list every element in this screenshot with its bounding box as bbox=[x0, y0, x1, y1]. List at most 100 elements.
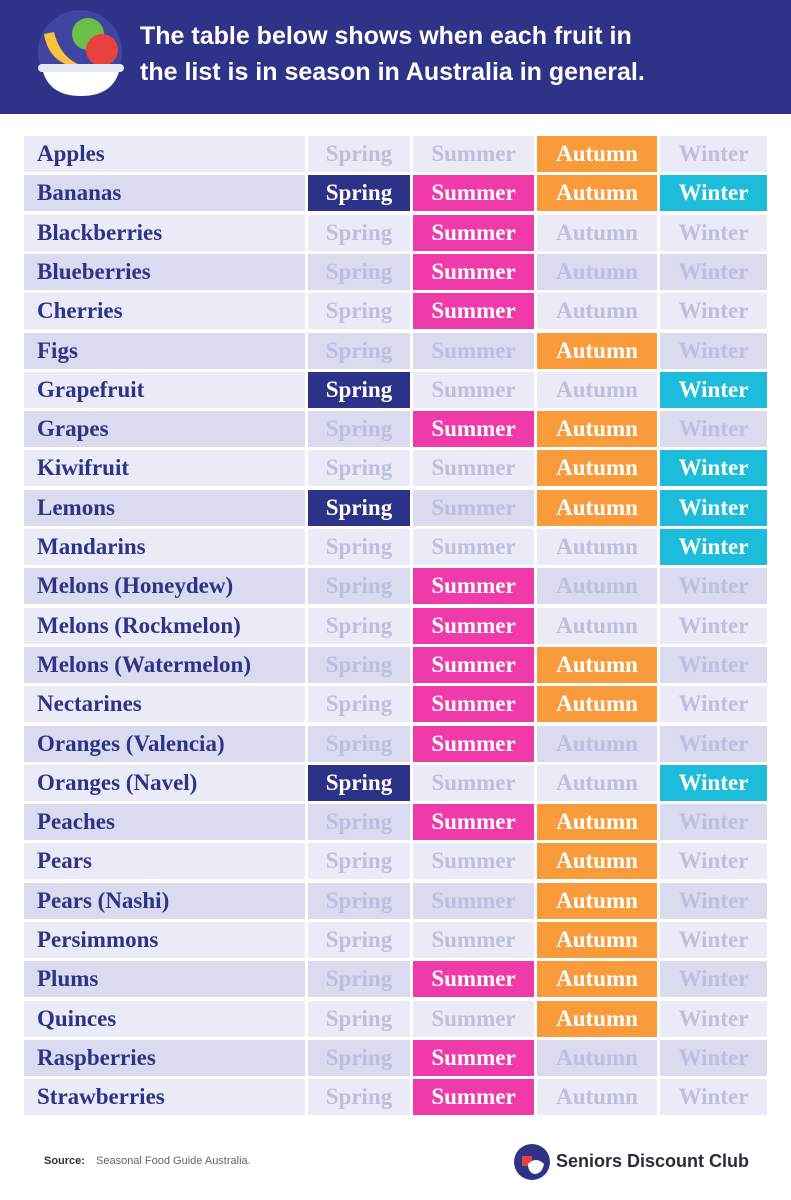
fruit-name: Quinces bbox=[24, 1000, 305, 1037]
fruit-name: Peaches bbox=[24, 804, 305, 841]
season-cell: Summer bbox=[413, 293, 534, 330]
season-cell: Summer bbox=[413, 804, 534, 841]
season-cell: Summer bbox=[413, 411, 534, 448]
season-cell: Summer bbox=[413, 489, 534, 526]
fruit-name: Pears (Nashi) bbox=[24, 882, 305, 919]
season-cell: Summer bbox=[413, 725, 534, 762]
season-cell: Winter bbox=[660, 293, 767, 330]
season-cell: Autumn bbox=[537, 1039, 657, 1076]
season-cell: Spring bbox=[308, 293, 410, 330]
fruit-name: Grapes bbox=[24, 411, 305, 448]
season-cell: Autumn bbox=[537, 214, 657, 251]
season-cell: Winter bbox=[660, 725, 767, 762]
fruit-bowl-icon bbox=[38, 10, 124, 96]
fruit-name: Melons (Watermelon) bbox=[24, 646, 305, 683]
season-cell: Winter bbox=[660, 136, 767, 172]
fruit-name: Nectarines bbox=[24, 686, 305, 723]
season-cell: Spring bbox=[308, 1079, 410, 1116]
fruit-name: Blueberries bbox=[24, 253, 305, 290]
season-cell: Winter bbox=[660, 568, 767, 605]
season-cell: Autumn bbox=[537, 568, 657, 605]
fruit-name: Persimmons bbox=[24, 922, 305, 958]
season-cell: Winter bbox=[660, 961, 767, 998]
season-cell: Spring bbox=[308, 371, 410, 408]
season-cell: Autumn bbox=[537, 175, 657, 212]
season-cell: Spring bbox=[308, 725, 410, 762]
fruit-name: Raspberries bbox=[24, 1039, 305, 1076]
season-cell: Autumn bbox=[537, 843, 657, 880]
season-cell: Winter bbox=[660, 1079, 767, 1116]
season-cell: Winter bbox=[660, 253, 767, 290]
season-cell: Spring bbox=[308, 253, 410, 290]
season-cell: Summer bbox=[413, 136, 534, 172]
fruit-name: Mandarins bbox=[24, 529, 305, 565]
season-cell: Autumn bbox=[537, 1000, 657, 1037]
season-cell: Autumn bbox=[537, 646, 657, 683]
season-cell: Autumn bbox=[537, 804, 657, 841]
season-cell: Autumn bbox=[537, 293, 657, 330]
season-cell: Autumn bbox=[537, 1079, 657, 1116]
season-cell: Summer bbox=[413, 529, 534, 565]
season-cell: Spring bbox=[308, 332, 410, 369]
season-cell: Autumn bbox=[537, 686, 657, 723]
season-cell: Summer bbox=[413, 922, 534, 958]
season-cell: Summer bbox=[413, 371, 534, 408]
title-line: the list is in season in Australia in ge… bbox=[140, 58, 645, 86]
source-label: Source: bbox=[44, 1155, 85, 1167]
season-cell: Summer bbox=[413, 253, 534, 290]
season-cell: Summer bbox=[413, 686, 534, 723]
season-cell: Summer bbox=[413, 332, 534, 369]
season-cell: Winter bbox=[660, 371, 767, 408]
season-cell: Winter bbox=[660, 607, 767, 644]
fruit-name: Figs bbox=[24, 332, 305, 369]
fruit-name: Bananas bbox=[24, 175, 305, 212]
season-cell: Spring bbox=[308, 214, 410, 251]
season-cell: Summer bbox=[413, 214, 534, 251]
season-cell: Autumn bbox=[537, 922, 657, 958]
fruit-name: Kiwifruit bbox=[24, 450, 305, 487]
season-cell: Winter bbox=[660, 175, 767, 212]
season-cell: Summer bbox=[413, 1039, 534, 1076]
season-cell: Spring bbox=[308, 686, 410, 723]
season-cell: Autumn bbox=[537, 725, 657, 762]
season-cell: Summer bbox=[413, 568, 534, 605]
season-cell: Spring bbox=[308, 922, 410, 958]
season-cell: Autumn bbox=[537, 764, 657, 801]
header: The table below shows when each fruit in… bbox=[0, 0, 791, 114]
season-cell: Summer bbox=[413, 882, 534, 919]
season-cell: Autumn bbox=[537, 529, 657, 565]
season-cell: Winter bbox=[660, 686, 767, 723]
season-cell: Winter bbox=[660, 450, 767, 487]
season-cell: Spring bbox=[308, 1039, 410, 1076]
season-cell: Autumn bbox=[537, 253, 657, 290]
season-cell: Winter bbox=[660, 529, 767, 565]
fruit-name: Oranges (Valencia) bbox=[24, 725, 305, 762]
season-cell: Spring bbox=[308, 646, 410, 683]
fruit-name: Blackberries bbox=[24, 214, 305, 251]
season-cell: Spring bbox=[308, 411, 410, 448]
season-cell: Spring bbox=[308, 489, 410, 526]
season-cell: Summer bbox=[413, 607, 534, 644]
season-cell: Winter bbox=[660, 332, 767, 369]
season-cell: Winter bbox=[660, 646, 767, 683]
season-cell: Spring bbox=[308, 882, 410, 919]
season-cell: Spring bbox=[308, 175, 410, 212]
fruit-name: Strawberries bbox=[24, 1079, 305, 1116]
fruit-name: Grapefruit bbox=[24, 371, 305, 408]
season-cell: Winter bbox=[660, 1039, 767, 1076]
fruit-name: Plums bbox=[24, 961, 305, 998]
season-cell: Spring bbox=[308, 1000, 410, 1037]
season-cell: Autumn bbox=[537, 882, 657, 919]
season-cell: Spring bbox=[308, 450, 410, 487]
brand-logo bbox=[514, 1144, 550, 1180]
season-cell: Summer bbox=[413, 764, 534, 801]
source: Seasonal Food Guide Australia. bbox=[96, 1155, 251, 1167]
season-cell: Winter bbox=[660, 843, 767, 880]
fruit-name: Cherries bbox=[24, 293, 305, 330]
season-cell: Autumn bbox=[537, 607, 657, 644]
season-cell: Spring bbox=[308, 607, 410, 644]
season-cell: Winter bbox=[660, 882, 767, 919]
season-cell: Summer bbox=[413, 961, 534, 998]
title-line: The table below shows when each fruit in bbox=[140, 22, 632, 50]
